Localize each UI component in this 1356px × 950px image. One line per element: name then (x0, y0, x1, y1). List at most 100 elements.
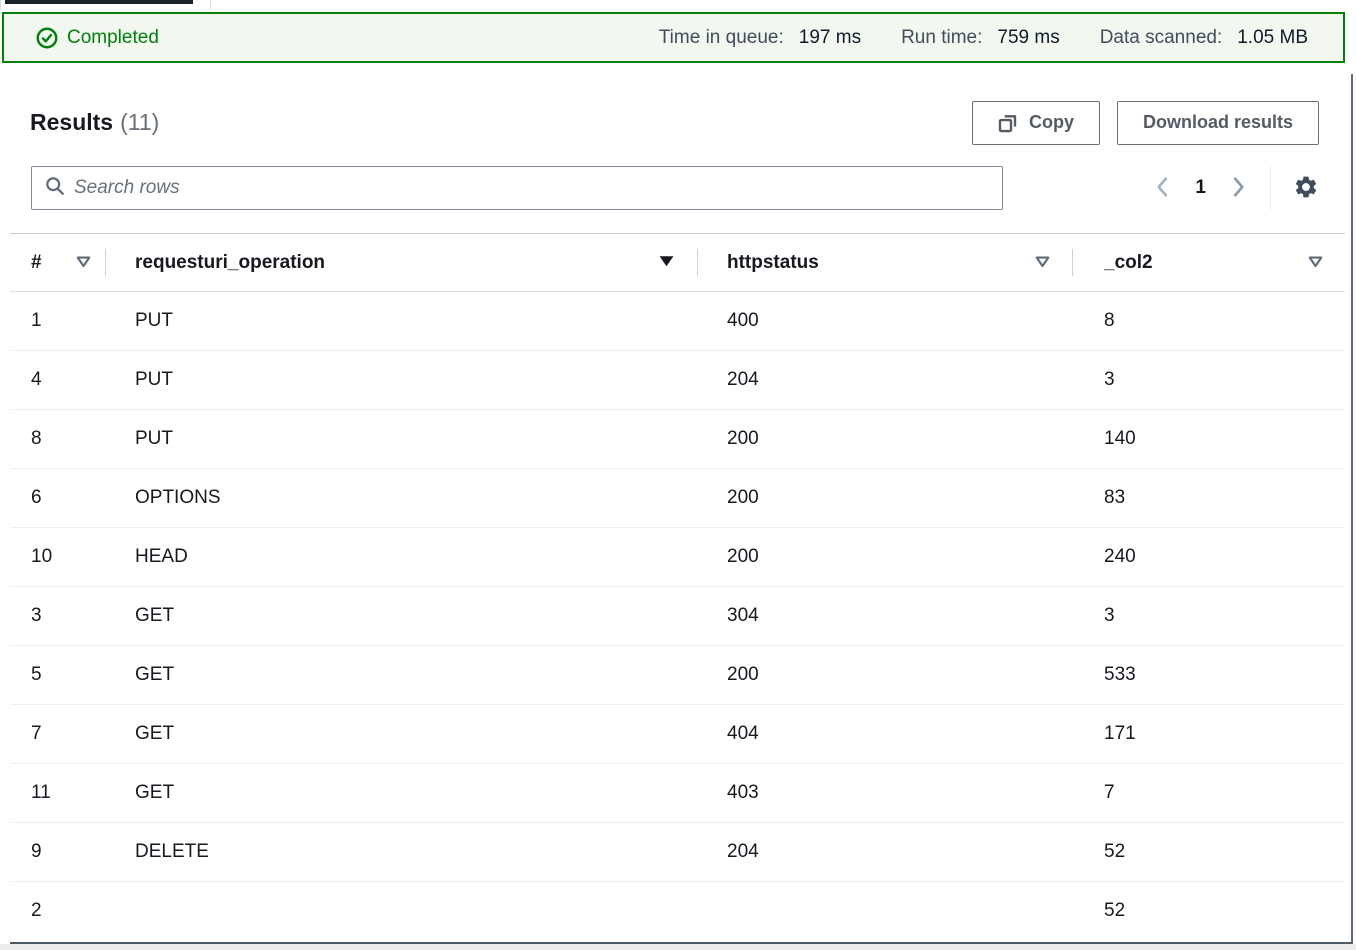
copy-icon (998, 113, 1018, 133)
cell-operation: HEAD (135, 546, 188, 567)
cell-httpstatus: 403 (727, 782, 759, 803)
filter-triangle-icon[interactable] (76, 252, 91, 274)
download-results-button[interactable]: Download results (1116, 100, 1319, 145)
cell-row-number: 2 (31, 900, 42, 922)
table-row: 9 DELETE 204 52 (10, 823, 1345, 882)
cell-row-number: 1 (31, 310, 42, 331)
cell-httpstatus: 400 (727, 310, 759, 331)
pagination: 1 (1155, 166, 1319, 210)
column-header-httpstatus[interactable]: httpstatus (697, 233, 1072, 292)
cell-col2: 533 (1104, 664, 1136, 685)
cell-httpstatus: 200 (727, 664, 759, 685)
panel-left-edge (0, 0, 1, 10)
cell-httpstatus: 204 (727, 841, 759, 862)
table-row: 11 GET 403 7 (10, 764, 1345, 823)
cell-operation: OPTIONS (135, 487, 221, 508)
cell-httpstatus: 304 (727, 605, 759, 626)
current-page-number[interactable]: 1 (1195, 177, 1206, 198)
table-row: 7 GET 404 171 (10, 705, 1345, 764)
cell-row-number: 7 (31, 723, 42, 744)
stat-value: 759 ms (997, 26, 1060, 48)
filter-triangle-icon[interactable] (1035, 252, 1050, 274)
column-label: httpstatus (727, 251, 819, 273)
cell-operation: DELETE (135, 841, 209, 862)
stat-label: Data scanned: (1099, 26, 1223, 48)
cell-row-number: 3 (31, 605, 42, 626)
table-header-row: # requesturi_operation (10, 233, 1345, 292)
cell-col2: 83 (1104, 487, 1126, 508)
download-results-label: Download results (1142, 112, 1293, 132)
search-rows-input[interactable] (74, 177, 989, 199)
cell-col2: 171 (1104, 723, 1136, 744)
stat-data-scanned: Data scanned: 1.05 MB (1100, 27, 1308, 49)
cell-httpstatus: 200 (727, 487, 759, 508)
table-row: 5 GET 200 533 (10, 646, 1345, 705)
column-label: # (31, 251, 42, 273)
cell-row-number: 6 (31, 487, 42, 508)
column-header-requesturi-operation[interactable]: requesturi_operation (105, 233, 697, 292)
table-row: 4 PUT 204 3 (10, 351, 1345, 410)
search-rows-box (31, 166, 1003, 210)
cell-row-number: 11 (31, 782, 51, 803)
results-table: # requesturi_operation (10, 233, 1345, 941)
results-title-text: Results (30, 109, 114, 135)
cell-col2: 240 (1104, 546, 1136, 567)
cell-httpstatus: 200 (727, 546, 759, 567)
stat-run-time: Run time: 759 ms (901, 27, 1060, 49)
copy-button[interactable]: Copy (971, 100, 1100, 145)
cell-operation: PUT (135, 369, 173, 390)
next-page-button[interactable] (1232, 176, 1246, 201)
cell-row-number: 10 (31, 546, 53, 567)
cell-operation: GET (135, 723, 175, 744)
column-header-row-number[interactable]: # (10, 233, 105, 292)
table-row: 8 PUT 200 140 (10, 410, 1345, 469)
table-row: 1 PUT 400 8 (10, 292, 1345, 351)
status-label: Completed (67, 26, 159, 48)
vertical-scrollbar[interactable] (1351, 74, 1353, 943)
stat-value: 1.05 MB (1237, 26, 1308, 48)
results-count: (11) (120, 109, 160, 135)
cell-operation (105, 882, 697, 941)
query-status-bar: Completed Time in queue: 197 ms Run time… (2, 12, 1345, 63)
query-status: Completed (36, 27, 159, 49)
stat-value: 197 ms (798, 26, 862, 48)
page-title: Results (11) (30, 109, 159, 136)
cell-row-number: 5 (31, 664, 42, 685)
preferences-button[interactable] (1293, 174, 1319, 203)
results-actions: Copy Download results (971, 100, 1319, 145)
table-row: 3 GET 304 3 (10, 587, 1345, 646)
stat-label: Run time: (901, 26, 983, 48)
column-label: requesturi_operation (135, 251, 326, 273)
chevron-left-icon (1155, 176, 1169, 201)
active-tab-underline (5, 0, 193, 4)
cell-operation: PUT (135, 428, 173, 449)
stat-time-in-queue: Time in queue: 197 ms (659, 27, 861, 49)
table-row: 2 52 (10, 882, 1345, 941)
cell-operation: GET (135, 782, 175, 803)
gear-icon (1293, 174, 1319, 203)
stat-label: Time in queue: (658, 26, 784, 48)
cell-col2: 140 (1104, 428, 1136, 449)
cell-col2: 52 (1104, 900, 1126, 922)
panel-bottom-edge (10, 942, 1353, 944)
search-icon (45, 176, 65, 201)
filter-triangle-icon[interactable] (1308, 252, 1323, 274)
cell-col2: 3 (1104, 369, 1115, 390)
cell-httpstatus: 200 (727, 428, 759, 449)
pagination-divider (1270, 166, 1271, 210)
table-row: 6 OPTIONS 200 83 (10, 469, 1345, 528)
tab-divider (210, 0, 211, 10)
cell-httpstatus: 204 (727, 369, 759, 390)
cell-row-number: 9 (31, 841, 42, 862)
window-background (0, 944, 1356, 950)
cell-col2: 8 (1104, 310, 1115, 331)
column-header-col2[interactable]: _col2 (1072, 233, 1345, 292)
previous-page-button[interactable] (1155, 176, 1169, 201)
cell-operation: GET (135, 605, 175, 626)
cell-col2: 3 (1104, 605, 1115, 626)
cell-operation: GET (135, 664, 175, 685)
cell-col2: 7 (1104, 782, 1115, 803)
chevron-right-icon (1232, 176, 1246, 201)
table-row: 10 HEAD 200 240 (10, 528, 1345, 587)
sort-descending-icon[interactable] (658, 252, 675, 274)
